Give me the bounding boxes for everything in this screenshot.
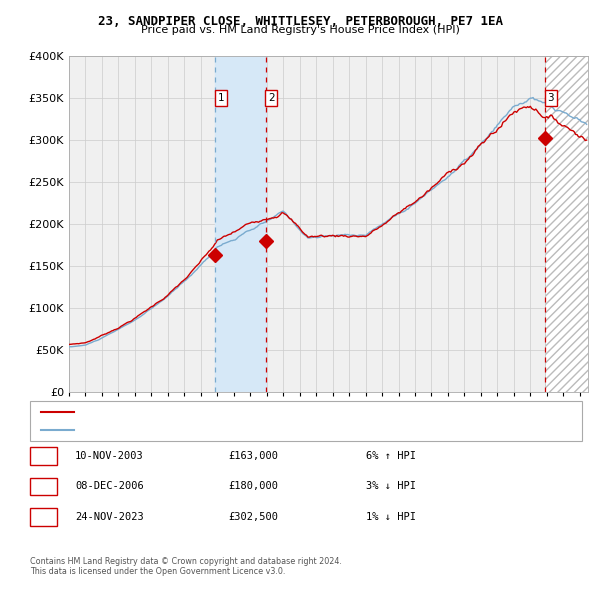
Text: 2: 2 <box>40 481 47 491</box>
Text: 23, SANDPIPER CLOSE, WHITTLESEY, PETERBOROUGH, PE7 1EA (detached house): 23, SANDPIPER CLOSE, WHITTLESEY, PETERBO… <box>79 408 451 417</box>
Bar <box>545 56 588 392</box>
Text: 3: 3 <box>547 93 554 103</box>
Text: 2: 2 <box>268 93 275 103</box>
Text: £180,000: £180,000 <box>228 481 278 491</box>
Text: 1: 1 <box>40 451 47 461</box>
Text: 24-NOV-2023: 24-NOV-2023 <box>75 512 144 522</box>
Text: 1: 1 <box>217 93 224 103</box>
Text: 6% ↑ HPI: 6% ↑ HPI <box>366 451 416 461</box>
Text: £163,000: £163,000 <box>228 451 278 461</box>
Text: 3: 3 <box>40 512 47 522</box>
Text: Contains HM Land Registry data © Crown copyright and database right 2024.: Contains HM Land Registry data © Crown c… <box>30 558 342 566</box>
Text: Price paid vs. HM Land Registry's House Price Index (HPI): Price paid vs. HM Land Registry's House … <box>140 25 460 35</box>
Bar <box>215 56 266 392</box>
Text: This data is licensed under the Open Government Licence v3.0.: This data is licensed under the Open Gov… <box>30 567 286 576</box>
Text: 10-NOV-2003: 10-NOV-2003 <box>75 451 144 461</box>
Text: £302,500: £302,500 <box>228 512 278 522</box>
Text: 1% ↓ HPI: 1% ↓ HPI <box>366 512 416 522</box>
Text: 23, SANDPIPER CLOSE, WHITTLESEY, PETERBOROUGH, PE7 1EA: 23, SANDPIPER CLOSE, WHITTLESEY, PETERBO… <box>97 15 503 28</box>
Text: HPI: Average price, detached house, Fenland: HPI: Average price, detached house, Fenl… <box>79 426 304 435</box>
Text: 3% ↓ HPI: 3% ↓ HPI <box>366 481 416 491</box>
Text: 08-DEC-2006: 08-DEC-2006 <box>75 481 144 491</box>
